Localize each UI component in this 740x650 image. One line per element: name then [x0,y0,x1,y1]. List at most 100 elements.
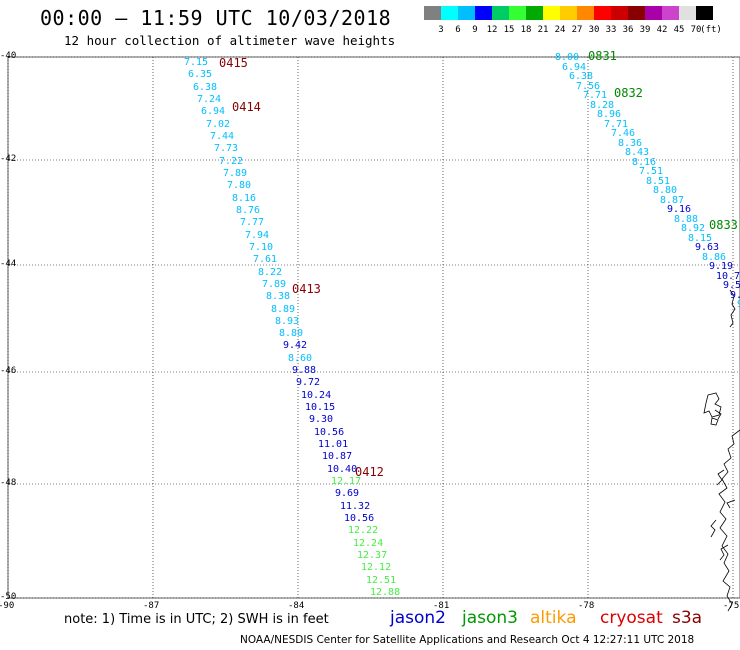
wave-height-value: 10.56 [314,427,345,438]
colorbar-swatch [492,6,509,20]
colorbar-swatch [645,6,662,20]
wave-height-value: 7.89 [262,279,287,290]
wave-height-value: 7.80 [227,180,252,191]
wave-height-value: 8.93 [275,316,300,327]
pass-time-label: 0413 [292,282,321,296]
pass-time-label: 0832 [614,86,643,100]
wave-height-value: 9.42 [283,340,308,351]
colorbar-swatch [679,6,696,20]
colorbar-label: 15 [503,25,515,35]
satellite-altika: altika [530,608,577,628]
wave-height-value: 11.32 [340,501,371,512]
wave-height-value: 7.10 [249,242,274,253]
wave-height-value: 10.70 [716,271,740,282]
wave-height-value: 8.80 [279,328,304,339]
coastline-fragment [710,417,719,426]
wave-height-value: 8.36 [618,138,643,149]
wave-height-value: 12.17 [331,476,362,487]
colorbar-swatch [594,6,611,20]
wave-height-value: 7.02 [206,119,231,130]
colorbar-label: 6 [455,25,461,35]
wave-height-value: 12.51 [366,575,397,586]
wave-height-value: 8.92 [681,223,706,234]
wave-height-value: 7.71 [583,90,608,101]
pass-time-label: 0415 [219,56,248,70]
credit-line: NOAA/NESDIS Center for Satellite Applica… [240,634,695,646]
longitude-tick: -90 [0,601,15,611]
wave-height-value: 8.89 [271,304,296,315]
wave-height-value: 9.69 [335,488,360,499]
wave-height-value: 10.40 [327,464,358,475]
longitude-tick: -87 [143,601,160,611]
longitude-tick: -75 [723,601,740,611]
wave-height-value: 8.43 [625,147,650,158]
wave-height-value: 7.22 [219,156,244,167]
latitude-tick: -46 [0,366,17,376]
latitude-tick: -44 [0,259,17,269]
wave-height-value: 7.56 [576,81,601,92]
colorbar-label: 9 [472,25,478,35]
wave-height-value: 8.15 [688,233,713,244]
wave-height-value: 10.56 [344,513,375,524]
longitude-tick: -84 [288,601,305,611]
wave-height-value: 8.88 [674,214,699,225]
coastline-mainland [710,429,740,612]
wave-height-value: 6.35 [188,69,213,80]
pass-time-label: 0831 [588,49,617,63]
wave-height-value: 8.38 [266,291,291,302]
wave-height-value: 12.22 [348,525,379,536]
wave-height-value: 7.51 [639,166,664,177]
footer-note: note: 1) Time is in UTC; 2) SWH is in fe… [64,612,329,627]
wave-height-value: 9.88 [292,365,317,376]
colorbar-swatch [696,6,713,20]
colorbar-swatch [543,6,560,20]
wave-height-value: 10.87 [322,451,353,462]
colorbar-label: 12 [486,25,498,35]
colorbar-swatch [526,6,543,20]
longitude-tick: -78 [578,601,595,611]
wave-height-value: 12.37 [357,550,388,561]
map-frame [7,56,740,599]
satellite-jason2: jason2 [390,608,446,628]
wave-height-value: 7.15 [184,57,209,68]
latitude-tick: -42 [0,154,17,164]
wave-height-value: 7.61 [253,254,278,265]
satellite-jason3: jason3 [462,608,518,628]
colorbar-swatch [662,6,679,20]
satellite-cryosat: cryosat [600,608,663,628]
colorbar-label: 39 [639,25,651,35]
map-title: 00:00 — 11:59 UTC 10/03/2018 [40,6,392,30]
colorbar-label: 27 [571,25,583,35]
wave-height-value: 7.71 [604,119,629,130]
colorbar-label: 70 [690,25,702,35]
wave-height-value: 8.00 [555,52,580,63]
latitude-tick: -50 [0,592,17,602]
wave-height-value: 6.38 [569,71,594,82]
latitude-tick: -48 [0,478,17,488]
colorbar-swatch [475,6,492,20]
colorbar-label: 3 [438,25,444,35]
wave-height-value: 8.28 [590,100,615,111]
wave-height-value: 9.50 [723,280,740,291]
wave-height-value: 7.46 [611,128,636,139]
wave-height-value: 9.63 [695,242,720,253]
pass-time-label: 0833 [709,218,738,232]
wave-height-value: 8.76 [236,205,261,216]
colorbar-swatch [560,6,577,20]
coastline-fjords [703,392,722,420]
colorbar-label: 36 [622,25,634,35]
map-subtitle: 12 hour collection of altimeter wave hei… [64,33,396,48]
wave-height-value: 7.44 [210,131,235,142]
colorbar-label: 21 [537,25,549,35]
colorbar-swatch [611,6,628,20]
wave-height-value: 7.89 [223,168,248,179]
wave-height-value: 7.94 [245,230,270,241]
wave-height-value: 8.22 [258,267,283,278]
wave-height-value: 8.16 [632,157,657,168]
wave-height-value: 8.80 [653,185,678,196]
wave-height-value: 12.12 [361,562,392,573]
wave-height-value: 8.16 [232,193,257,204]
wave-height-value: 6.94 [562,62,587,73]
wave-height-value: 9.8 [730,290,740,301]
